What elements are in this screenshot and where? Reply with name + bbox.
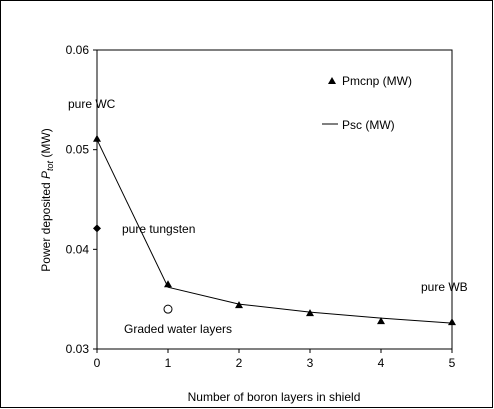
annotation-pure-wb: pure WB [421, 280, 468, 294]
point-pure-tungsten [93, 224, 101, 233]
y-tick-label: 0.03 [66, 342, 90, 356]
point-pmcnp [377, 317, 385, 325]
plot-area [96, 49, 453, 350]
legend-marker-pmcnp [328, 77, 336, 84]
annotation-pure-tungsten: pure tungsten [122, 222, 195, 236]
point-pmcnp [448, 318, 456, 326]
point-pmcnp [306, 309, 314, 317]
series-markers [93, 134, 456, 326]
x-tick-label: 0 [94, 356, 101, 370]
y-axis-title-symbol: P [39, 171, 53, 179]
legend: Pmcnp (MW) Psc (MW) [322, 74, 412, 132]
y-axis-title-subscript: tot [45, 160, 55, 171]
y-axis-title: Power deposited Ptot (MW) [39, 128, 55, 271]
series-line-psc [96, 139, 453, 324]
point-pmcnp [93, 134, 101, 142]
y-axis-title-unit: (MW) [39, 128, 53, 161]
y-axis-title-main: Power deposited [39, 179, 53, 272]
x-tick-label: 3 [307, 356, 314, 370]
x-tick-label: 1 [165, 356, 172, 370]
x-tick-label: 4 [378, 356, 385, 370]
y-axis-ticks: 0.03 0.04 0.05 0.06 [66, 43, 97, 356]
legend-label-psc: Psc (MW) [342, 118, 395, 132]
annotation-graded-water-layers: Graded water layers [124, 322, 232, 336]
y-tick-label: 0.04 [66, 242, 90, 256]
annotation-pure-wc: pure WC [68, 97, 116, 111]
x-tick-label: 5 [449, 356, 456, 370]
x-axis-ticks: 0 1 2 3 4 5 [94, 349, 456, 370]
point-pmcnp [164, 280, 172, 288]
legend-label-pmcnp: Pmcnp (MW) [342, 74, 412, 88]
x-tick-label: 2 [236, 356, 243, 370]
point-graded-water-layers [163, 304, 173, 314]
point-pmcnp [235, 301, 243, 309]
y-tick-label: 0.05 [66, 143, 90, 157]
series-lines [96, 139, 453, 324]
extra-points [93, 224, 173, 314]
y-tick-label: 0.06 [66, 43, 90, 57]
x-axis-title: Number of boron layers in shield [188, 390, 361, 404]
